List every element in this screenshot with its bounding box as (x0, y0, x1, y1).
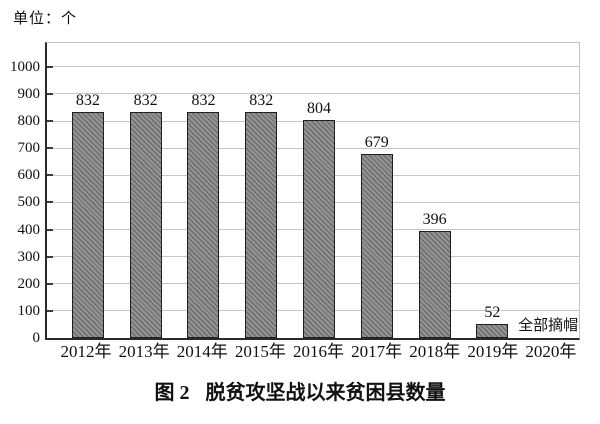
bar-value-label-2019年: 52 (484, 303, 501, 321)
plot-area: 832 832 832 832 804 679 396 52 全部摘帽 (45, 42, 580, 340)
x-tick-label-2015年: 2015年 (234, 342, 286, 361)
y-tick-label-500: 500 (17, 194, 41, 211)
bar-value-label-2013年: 832 (133, 92, 158, 110)
bar-column-2013年: 832 (117, 43, 175, 338)
bar-value-label-2018年: 396 (422, 210, 447, 228)
y-tick-label-100: 100 (17, 302, 41, 319)
y-tick-label-200: 200 (17, 275, 41, 292)
gridline-900 (47, 93, 579, 95)
y-tick-label-1000: 1000 (10, 58, 40, 75)
bar-2013年 (129, 112, 162, 338)
caption-title: 脱贫攻坚战以来贫困县数量 (205, 382, 446, 404)
y-tick-label-600: 600 (17, 167, 41, 184)
bars-layer: 832 832 832 832 804 679 396 52 全部摘帽 (47, 43, 579, 338)
x-tick-label-2019年: 2019年 (467, 342, 519, 361)
bar-value-label-2012年: 832 (75, 92, 100, 110)
y-tick-500 (47, 201, 53, 204)
bar-2017年 (360, 153, 393, 338)
y-axis-labels: 0 100 200 300 400 500 600 700 800 900 1000 (0, 43, 41, 346)
y-tick-label-0: 0 (32, 330, 41, 346)
bar-2015年 (245, 112, 278, 338)
bar-2019年 (476, 323, 509, 338)
y-tick-800 (47, 120, 53, 123)
caption-prefix: 图 2 (154, 382, 190, 404)
bar-column-2020年: 全部摘帽 (518, 43, 579, 338)
x-tick-label-2012年: 2012年 (60, 342, 112, 361)
annotation-label: 全部摘帽 (518, 318, 579, 334)
y-tick-300 (47, 255, 53, 258)
x-tick-label-2016年: 2016年 (292, 342, 344, 361)
y-tick-900 (47, 92, 53, 95)
y-tick-label-800: 800 (17, 113, 41, 130)
x-tick-label-2013年: 2013年 (118, 342, 170, 361)
y-tick-label-700: 700 (17, 140, 41, 157)
bar-value-label-2017年: 679 (364, 133, 389, 151)
x-axis-labels: 2012年 2013年 2014年 2015年 2016年 2017年 2018年 2019年… (45, 343, 580, 361)
y-tick-label-400: 400 (17, 221, 41, 238)
x-tick-label-2014年: 2014年 (176, 342, 228, 361)
unit-label: 单位：个 (13, 11, 78, 27)
y-tick-label-900: 900 (17, 85, 41, 102)
x-tick-label-2018年: 2018年 (409, 342, 461, 361)
bar-2018年 (418, 230, 451, 338)
x-tick-label-2017年: 2017年 (351, 342, 403, 361)
bar-value-label-2016年: 804 (307, 100, 332, 118)
bar-2016年 (303, 120, 336, 338)
bar-2012年 (71, 112, 104, 338)
bar-column-2018年: 396 (406, 43, 464, 338)
bar-column-2019年: 52 (463, 43, 521, 338)
bar-column-2014年: 832 (175, 43, 233, 338)
y-tick-700 (47, 147, 53, 150)
bar-column-2012年: 832 (59, 43, 117, 338)
y-tick-1000 (47, 65, 53, 68)
y-tick-200 (47, 282, 53, 285)
y-tick-600 (47, 174, 53, 177)
y-tick-label-300: 300 (17, 248, 41, 265)
figure-caption: 图 2 脱贫攻坚战以来贫困县数量 (0, 382, 600, 404)
y-tick-100 (47, 309, 53, 312)
x-tick-label-2020年: 2020年 (525, 342, 577, 361)
bar-value-label-2014年: 832 (191, 92, 216, 110)
bar-value-label-2015年: 832 (249, 92, 274, 110)
bar-column-2015年: 832 (232, 43, 290, 338)
bar-2014年 (187, 112, 220, 338)
gridline-1000 (47, 66, 579, 68)
y-tick-400 (47, 228, 53, 231)
bar-column-2017年: 679 (348, 43, 406, 338)
bar-column-2016年: 804 (290, 43, 348, 338)
